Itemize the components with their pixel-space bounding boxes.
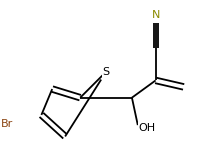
Text: OH: OH: [138, 123, 156, 133]
Text: Br: Br: [1, 119, 14, 128]
Text: S: S: [103, 67, 110, 77]
Text: N: N: [151, 10, 160, 20]
